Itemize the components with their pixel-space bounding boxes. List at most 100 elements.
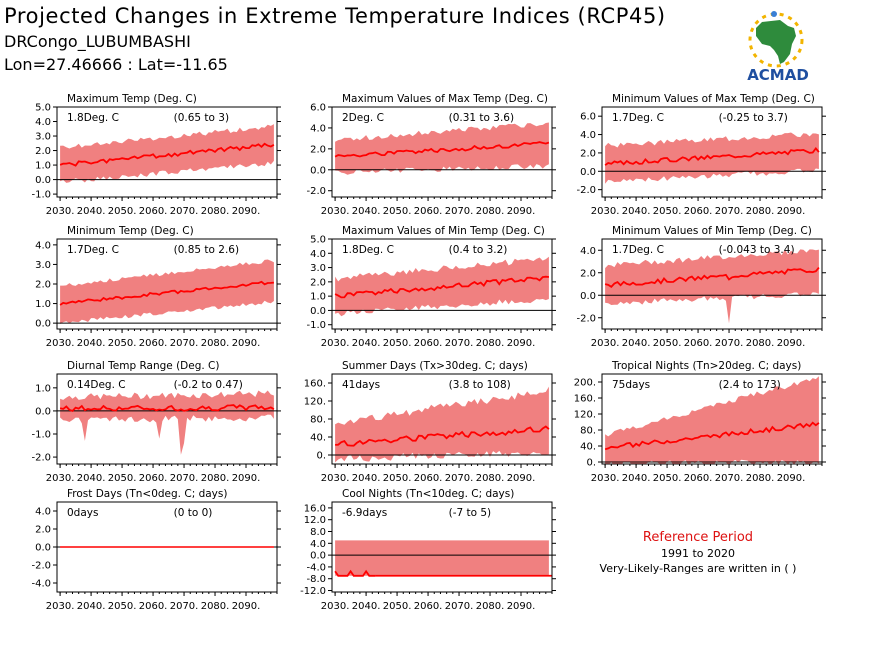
acmad-logo: ACMAD [747, 11, 809, 84]
y-tick-label: 1.0 [35, 299, 51, 310]
y-tick-label: -2.0 [31, 453, 51, 464]
y-tick-label: -4.0 [31, 579, 51, 590]
x-tick-label: 2030. [46, 206, 75, 217]
reference-legend: Reference Period 1991 to 2020 Very-Likel… [578, 530, 818, 575]
panel-range: (2.4 to 173) [719, 379, 781, 391]
x-tick-label: 2070. [170, 473, 199, 484]
x-tick-label: 2080. [201, 338, 230, 349]
panel-title: Minimum Values of Min Temp (Deg. C) [612, 225, 812, 237]
panel-range: (0.85 to 2.6) [174, 244, 240, 256]
y-tick-label: 120. [574, 410, 596, 421]
x-tick-label: 2090. [777, 206, 806, 217]
x-tick-label: 2070. [170, 206, 199, 217]
plot-frame [601, 373, 823, 465]
plot-frame [601, 238, 823, 330]
x-tick-label: 2080. [201, 473, 230, 484]
y-tick-label: -1.0 [306, 320, 326, 331]
panel-range: (3.8 to 108) [449, 379, 511, 391]
x-tick-label: 2080. [746, 473, 775, 484]
x-tick-label: 2050. [108, 338, 137, 349]
panel-range: (-0.043 to 3.4) [719, 244, 795, 256]
panel-value: 41days [342, 379, 380, 391]
y-tick-label: -2.0 [31, 561, 51, 572]
median-line [59, 280, 274, 306]
chart-title: Projected Changes in Extreme Temperature… [4, 4, 666, 28]
y-tick-label: 5.0 [35, 103, 51, 114]
y-tick-label: -8.0 [306, 574, 326, 585]
uncertainty-band [60, 390, 274, 455]
x-tick-label: 2040. [77, 473, 106, 484]
plot-frame [331, 501, 553, 593]
x-tick-label: 2060. [414, 473, 443, 484]
x-tick-label: 2030. [321, 473, 350, 484]
plot-frame [601, 106, 823, 198]
panel-value: 0.14Deg. C [67, 379, 126, 391]
x-tick-label: 2060. [139, 473, 168, 484]
x-tick-label: 2070. [170, 338, 199, 349]
chart-panel-5: 2030. 2040. 2050. 2060. 2070. 2080. 2090. -1.0 0… [306, 225, 556, 349]
x-tick-label: 2050. [108, 206, 137, 217]
chart-panel-4: 2030. 2040. 2050. 2060. 2070. 2080. 2090. 0.0 1.… [35, 225, 281, 349]
y-tick-label: 8.0 [310, 527, 326, 538]
y-tick-label: 0.0 [310, 551, 326, 562]
y-tick-label: 40. [310, 433, 326, 444]
x-tick-label: 2060. [414, 601, 443, 612]
station-coordinates: Lon=27.46666 : Lat=-11.65 [4, 55, 228, 74]
panel-range: (-0.25 to 3.7) [719, 112, 788, 124]
y-tick-label: 2.0 [580, 268, 596, 279]
panel-range: (-0.2 to 0.47) [174, 379, 243, 391]
x-tick-label: 2050. [653, 473, 682, 484]
x-tick-label: 2040. [77, 601, 106, 612]
y-tick-label: -12.0 [300, 586, 326, 597]
panel-range: (0 to 0) [174, 507, 213, 519]
x-tick-label: 2090. [507, 473, 536, 484]
y-tick-label: 2.0 [310, 277, 326, 288]
y-tick-label: -2.0 [576, 185, 596, 196]
y-tick-label: 3.0 [35, 132, 51, 143]
y-tick-label: 6.0 [580, 112, 596, 123]
logo-text: ACMAD [747, 66, 809, 84]
y-tick-label: 0.0 [35, 543, 51, 554]
chart-panel-1: 2030. 2040. 2050. 2060. 2070. 2080. 2090. -1.0 0… [31, 93, 281, 217]
panel-title: Minimum Temp (Deg. C) [67, 225, 194, 237]
chart-panel-3: 2030. 2040. 2050. 2060. 2070. 2080. 2090. -2.0 0… [576, 93, 826, 217]
y-tick-label: 0.0 [310, 306, 326, 317]
panel-value: 0days [67, 507, 98, 519]
reference-note: Very-Likely-Ranges are written in ( ) [599, 562, 797, 575]
x-tick-label: 2040. [352, 473, 381, 484]
x-tick-label: 2030. [46, 338, 75, 349]
x-tick-label: 2080. [476, 206, 505, 217]
x-tick-label: 2050. [653, 338, 682, 349]
panel-value: 75days [612, 379, 650, 391]
x-tick-label: 2030. [46, 473, 75, 484]
x-tick-label: 2050. [383, 338, 412, 349]
x-tick-label: 2090. [507, 601, 536, 612]
panel-title: Frost Days (Tn<0deg. C; days) [67, 488, 227, 500]
y-tick-label: 2.0 [35, 525, 51, 536]
plot-frame [331, 106, 553, 198]
y-tick-label: 0.0 [580, 167, 596, 178]
y-tick-label: 80. [310, 415, 326, 426]
uncertainty-band [335, 540, 549, 576]
x-tick-label: 2030. [321, 206, 350, 217]
x-tick-label: 2090. [232, 206, 261, 217]
panel-value: -6.9days [342, 507, 387, 519]
water-drop-icon [771, 11, 777, 17]
x-tick-label: 2070. [445, 473, 474, 484]
station-name: DRCongo_LUBUMBASHI [4, 32, 191, 51]
x-tick-label: 2040. [77, 206, 106, 217]
x-tick-label: 2070. [445, 601, 474, 612]
y-tick-label: -4.0 [306, 562, 326, 573]
x-tick-label: 2060. [139, 206, 168, 217]
x-tick-label: 2040. [622, 338, 651, 349]
y-tick-label: 5.0 [310, 235, 326, 246]
y-tick-label: 120. [304, 397, 326, 408]
panel-range: (0.4 to 3.2) [449, 244, 508, 256]
panel-title: Maximum Values of Max Temp (Deg. C) [342, 93, 548, 105]
median-line [59, 142, 275, 167]
y-tick-label: 2.0 [310, 144, 326, 155]
x-tick-label: 2070. [445, 206, 474, 217]
y-tick-label: 6.0 [310, 103, 326, 114]
y-tick-label: 0.0 [35, 319, 51, 330]
x-tick-label: 2030. [46, 601, 75, 612]
